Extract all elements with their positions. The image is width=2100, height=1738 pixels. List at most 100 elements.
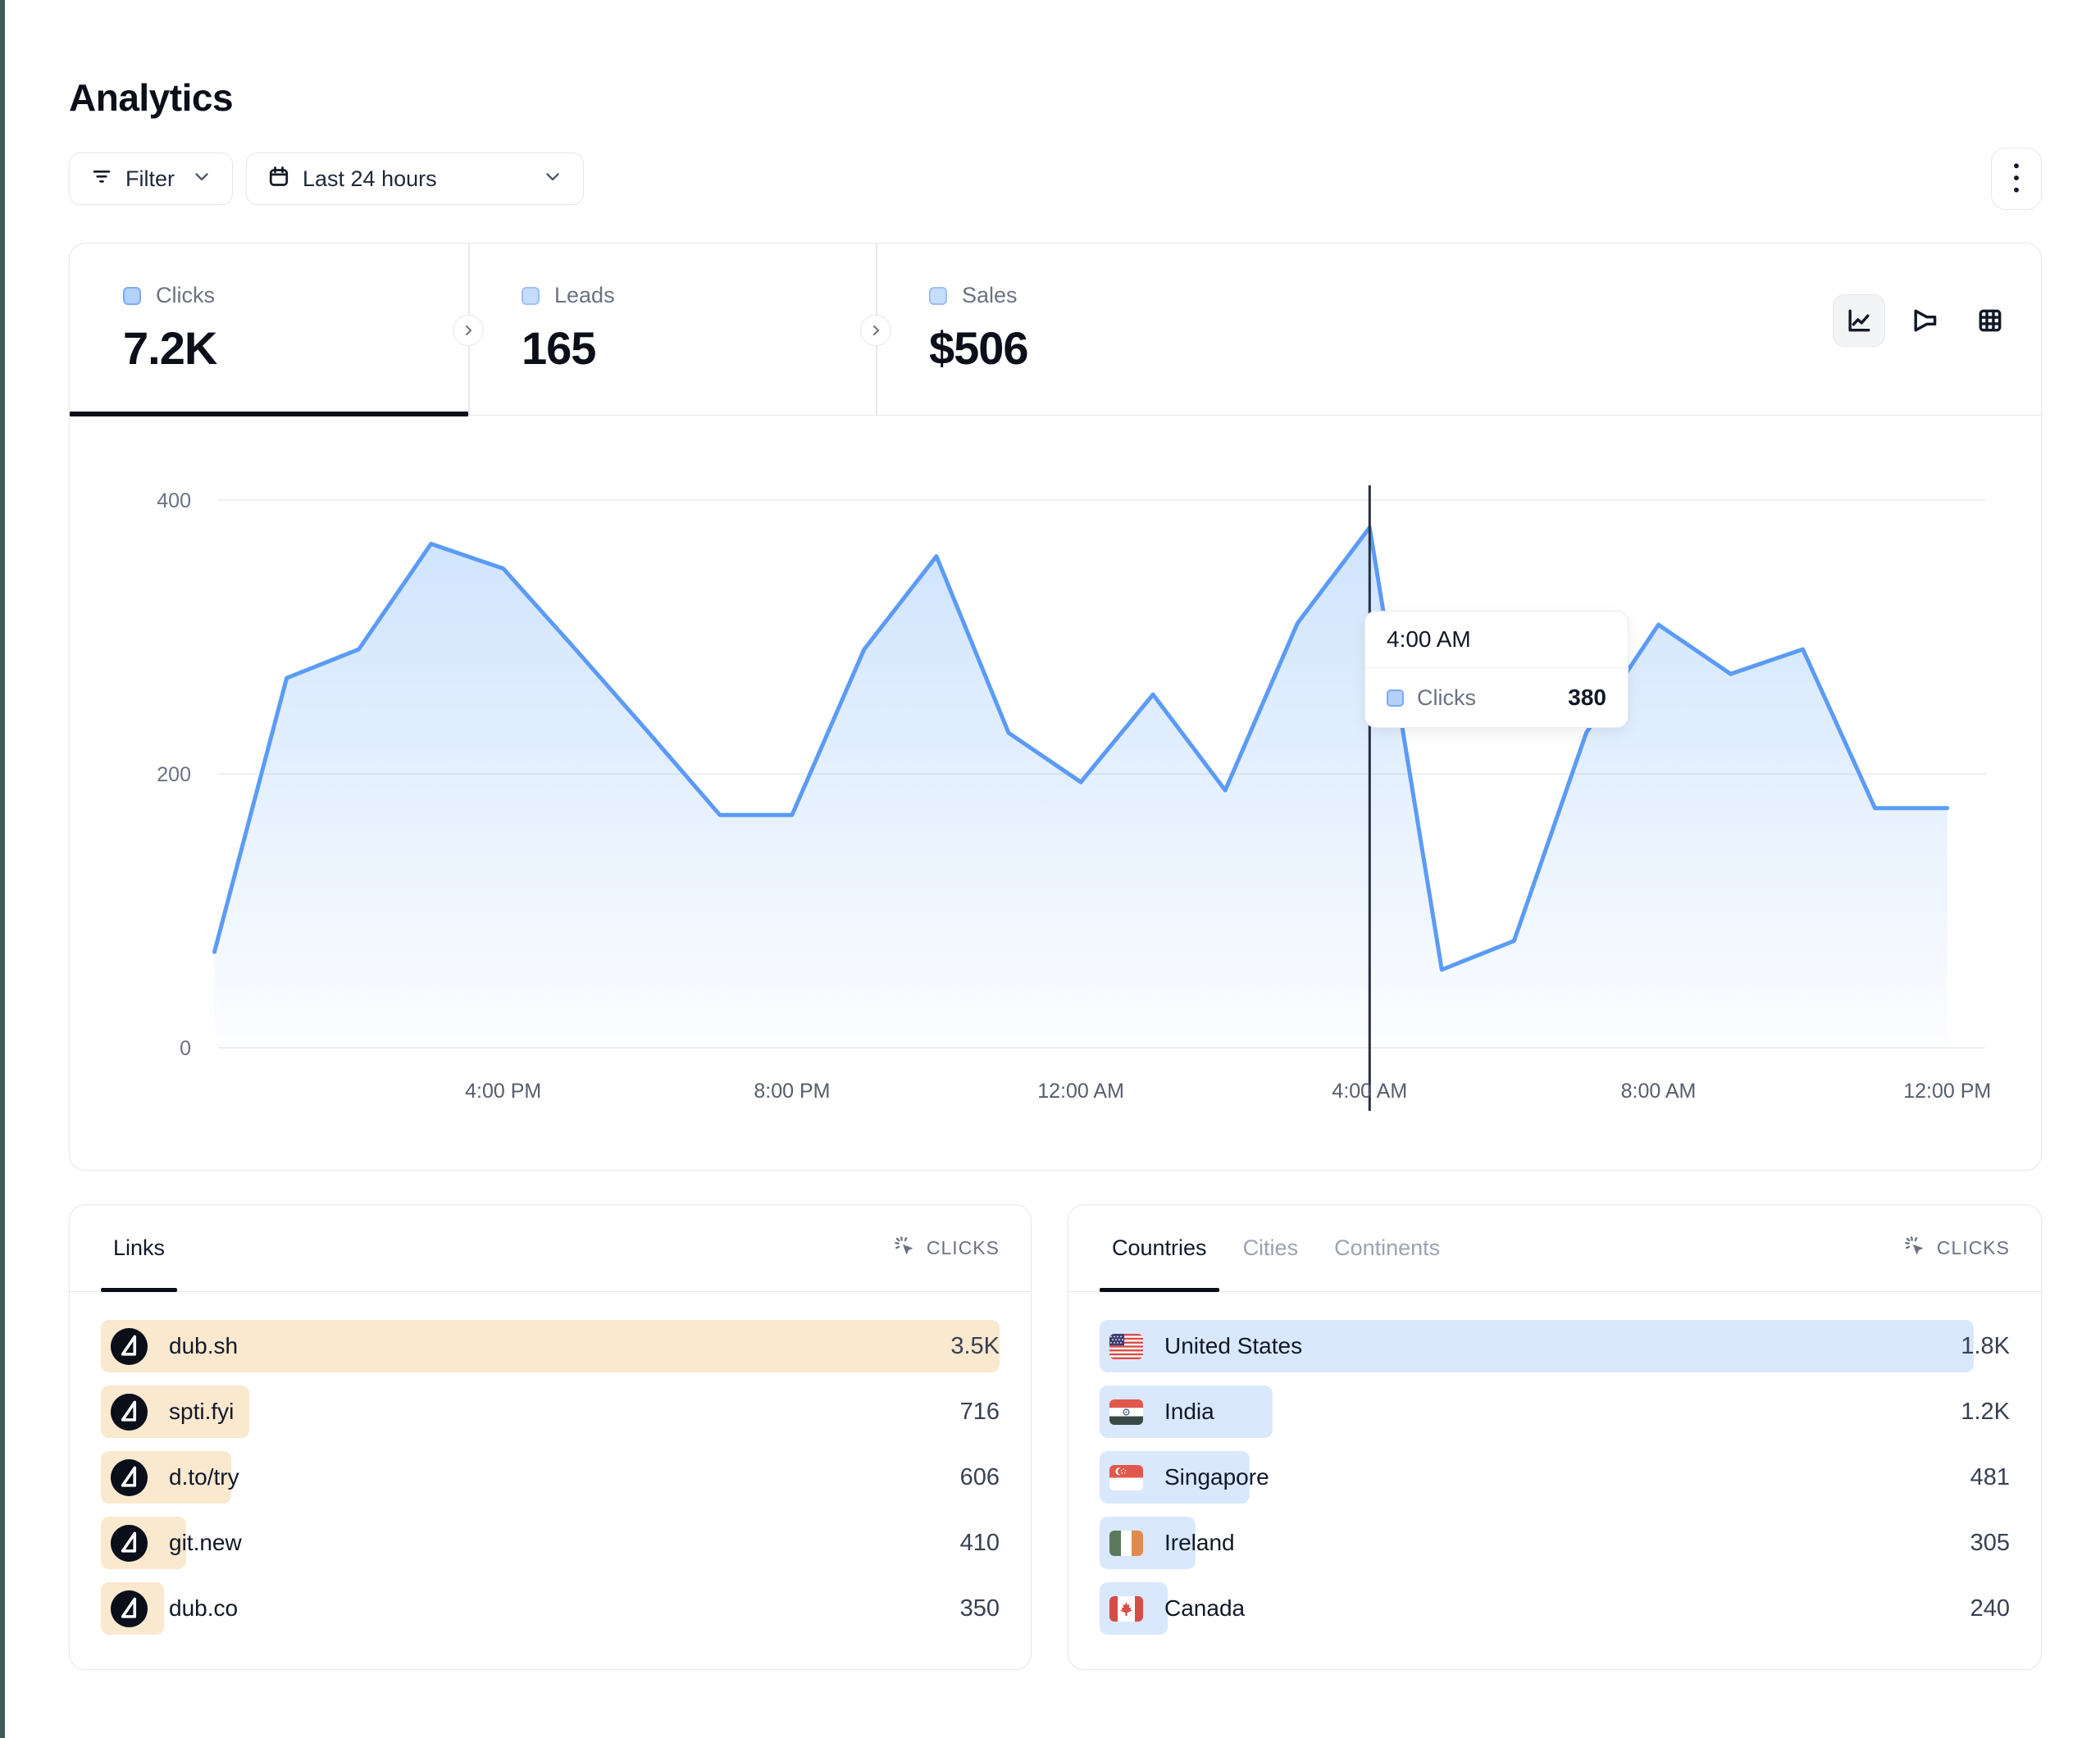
svg-text:12:00 AM: 12:00 AM [1037,1080,1124,1103]
country-clicks-value: 481 [1970,1463,2010,1490]
svg-text:0: 0 [180,1037,191,1060]
link-row-d.to/try[interactable]: d.to/try 606 [101,1451,1000,1504]
link-bar [101,1320,1000,1372]
tab-countries[interactable]: Countries [1100,1205,1219,1292]
country-row-ireland[interactable]: Ireland 305 [1100,1517,2010,1569]
stat-tabs: Clicks 7.2K Leads 165 Sales $506 [70,243,2041,416]
link-label: d.to/try [169,1464,239,1490]
countries-metric-label: CLICKS [1936,1237,2010,1258]
country-clicks-value: 305 [1970,1529,2010,1556]
tab-continents[interactable]: Continents [1322,1205,1452,1291]
expand-sales-chevron-button[interactable] [860,315,891,346]
grid-chart-icon[interactable] [1964,294,2016,347]
country-clicks-value: 240 [1970,1595,2010,1622]
dub-logo-icon [111,1590,148,1627]
dub-logo-icon [111,1327,148,1365]
country-label: Canada [1164,1595,1246,1621]
country-row-india[interactable]: India 1.2K [1100,1385,2010,1438]
line-chart-icon[interactable] [1833,294,1885,347]
tab-label: Cities [1242,1235,1299,1260]
link-row-dub.co[interactable]: dub.co 350 [101,1582,1000,1635]
dub-logo-icon [111,1458,148,1496]
countries-metric-header[interactable]: CLICKS [1902,1234,2010,1263]
tab-links-label: Links [113,1235,166,1260]
link-row-dub.sh[interactable]: dub.sh 3.5K [101,1320,1000,1372]
tab-label: Continents [1334,1235,1441,1260]
links-rows: dub.sh 3.5K spti.fyi 716 d.to/try 606 gi… [70,1292,1031,1635]
tab-leads[interactable]: Leads 165 [468,243,876,415]
svg-text:4:00 AM: 4:00 AM [1332,1080,1407,1103]
link-label: git.new [169,1530,242,1555]
y-axis-tick-labels: 0 200 400 [157,489,191,1060]
tab-links[interactable]: Links [101,1205,178,1292]
country-bar [1100,1320,1974,1372]
svg-text:400: 400 [157,489,191,512]
sales-value: $506 [929,322,1029,374]
clicks-value: 7.2K [123,322,217,374]
link-clicks-value: 3.5K [950,1332,1000,1359]
kebab-menu-icon [2004,160,2029,198]
sg-flag-icon [1109,1464,1143,1490]
tab-sales[interactable]: Sales $506 [876,243,2041,415]
links-panel: Links CLICKS [69,1204,1032,1670]
us-flag-icon [1109,1333,1143,1359]
link-label: dub.co [169,1595,239,1621]
clicks-time-series-chart[interactable]: 0 200 400 4:00 PM 8:00 PM 12:00 AM 4:00 AM 8:0… [70,416,2040,1170]
country-row-canada[interactable]: Canada 240 [1100,1582,2010,1635]
svg-text:8:00 PM: 8:00 PM [754,1080,830,1103]
expand-leads-chevron-button[interactable] [453,315,484,346]
country-row-singapore[interactable]: Singapore 481 [1100,1451,2010,1504]
chart-type-switcher [1833,294,2016,347]
country-label: Ireland [1164,1530,1235,1555]
country-clicks-value: 1.2K [1961,1398,2010,1425]
svg-text:12:00 PM: 12:00 PM [1903,1080,1991,1103]
tooltip-clicks-swatch-icon [1387,689,1404,707]
links-metric-label: CLICKS [926,1237,1000,1258]
dub-logo-icon [111,1524,148,1562]
tooltip-value: 380 [1568,685,1606,710]
link-row-git.new[interactable]: git.new 410 [101,1517,1000,1569]
country-label: United States [1164,1333,1303,1358]
tooltip-time: 4:00 AM [1365,612,1628,668]
leads-swatch-icon [522,286,540,305]
clicks-swatch-icon [123,286,141,305]
country-row-united-states[interactable]: United States 1.8K [1100,1320,2010,1372]
link-clicks-value: 716 [959,1398,1000,1425]
calendar-icon [266,164,291,194]
chevron-down-icon [542,166,563,193]
window-accent-strip [0,0,5,1738]
tab-cities[interactable]: Cities [1231,1205,1311,1291]
link-label: dub.sh [169,1333,239,1358]
clicks-chart-svg: 0 200 400 4:00 PM 8:00 PM 12:00 AM 4:00 AM 8:0… [157,485,1991,1111]
more-options-button[interactable] [1991,148,2042,210]
link-label: spti.fyi [169,1399,235,1424]
analytics-page: Analytics Filter Last 24 hours [69,0,2042,1670]
date-range-button[interactable]: Last 24 hours [246,152,584,205]
link-clicks-value: 350 [959,1595,1000,1622]
countries-panel: Countries Cities Continents CLICKS [1068,1204,2042,1670]
tab-label: Countries [1112,1235,1207,1260]
filter-button[interactable]: Filter [69,152,233,205]
toolbar: Filter Last 24 hours [69,148,2042,210]
links-metric-header[interactable]: CLICKS [892,1234,1000,1263]
clicks-label: Clicks [156,283,215,307]
filter-button-label: Filter [125,166,175,191]
svg-text:4:00 PM: 4:00 PM [465,1080,541,1103]
chart-tooltip: 4:00 AM Clicks 380 [1364,611,1629,728]
cursor-click-icon [892,1234,917,1263]
tooltip-series-label: Clicks [1417,685,1476,710]
funnel-chart-icon[interactable] [1898,294,1951,347]
link-clicks-value: 606 [959,1463,1000,1490]
ie-flag-icon [1109,1530,1143,1556]
area-fill [214,527,1947,1048]
tab-clicks[interactable]: Clicks 7.2K [70,243,468,415]
filter-icon [89,164,114,194]
country-label: Singapore [1164,1464,1269,1490]
series-line [212,525,1950,972]
in-flag-icon [1109,1399,1143,1425]
leads-label: Leads [554,283,615,307]
svg-text:200: 200 [157,763,191,786]
link-row-spti.fyi[interactable]: spti.fyi 716 [101,1385,1000,1438]
leads-value: 165 [522,322,596,374]
dub-logo-icon [111,1393,148,1431]
